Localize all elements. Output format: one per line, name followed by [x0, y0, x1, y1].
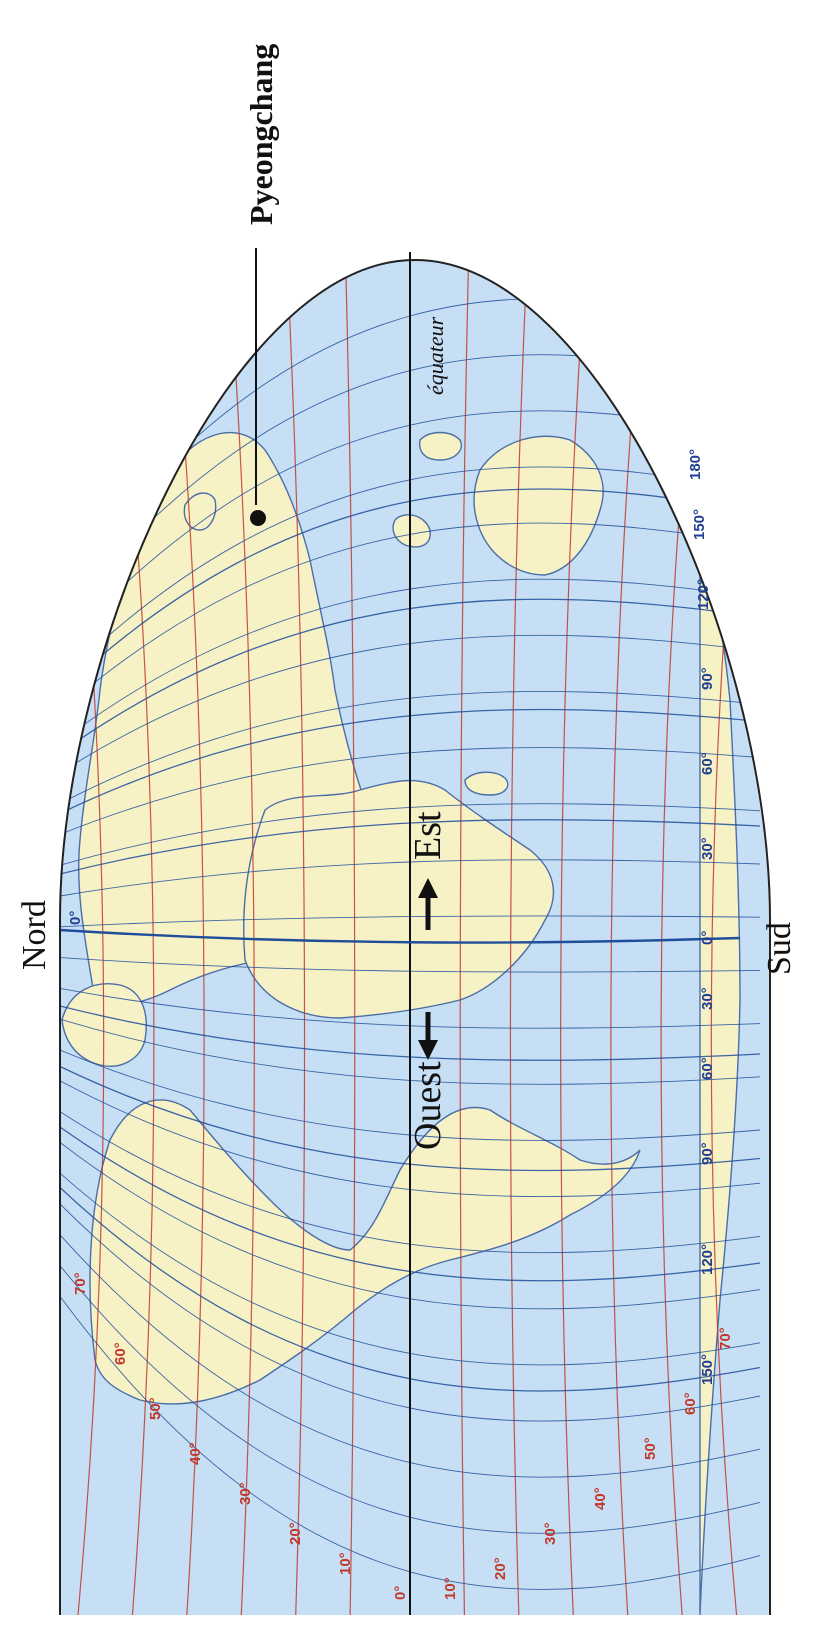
longitude-label: 60°: [699, 752, 716, 775]
north-label: Nord: [16, 900, 53, 970]
madagascar-landmass: [465, 772, 508, 795]
longitude-label: 0°: [699, 931, 716, 945]
latitude-label: 30°: [542, 1522, 559, 1545]
latitude-label: 10°: [337, 1552, 354, 1575]
latitude-label: 60°: [682, 1392, 699, 1415]
west-label: Ouest: [407, 1061, 449, 1150]
latitude-label: 50°: [642, 1437, 659, 1460]
south-label: Sud: [761, 922, 798, 975]
longitude-label: 150°: [691, 509, 708, 540]
east-label: Est: [407, 811, 449, 860]
latitude-label: 20°: [492, 1557, 509, 1580]
longitude-label: 120°: [699, 1244, 716, 1275]
equator-label: équateur: [423, 316, 448, 395]
latitude-label: 50°: [147, 1397, 164, 1420]
longitude-label: 180°: [687, 449, 704, 480]
longitude-label: 120°: [695, 579, 712, 610]
pyeongchang-marker: [250, 510, 266, 526]
latitude-label: 70°: [717, 1327, 734, 1350]
latitude-label: 30°: [237, 1482, 254, 1505]
longitude-label: 30°: [699, 987, 716, 1010]
latitude-label: 0°: [392, 1586, 409, 1600]
latitude-label: 40°: [592, 1487, 609, 1510]
longitude-label: 150°: [699, 1354, 716, 1385]
latitude-label: 60°: [112, 1342, 129, 1365]
latitude-label: 20°: [287, 1522, 304, 1545]
latitude-label: 40°: [187, 1442, 204, 1465]
latitude-label: 70°: [72, 1272, 89, 1295]
longitude-label: 90°: [699, 1142, 716, 1165]
prime-meridian-label: 0°: [67, 911, 84, 925]
longitude-label: 30°: [699, 837, 716, 860]
longitude-label: 60°: [699, 1057, 716, 1080]
latitude-label: 10°: [442, 1577, 459, 1600]
longitude-label: 90°: [699, 667, 716, 690]
pyeongchang-label: Pyeongchang: [243, 44, 279, 225]
new-guinea-landmass: [420, 433, 462, 461]
